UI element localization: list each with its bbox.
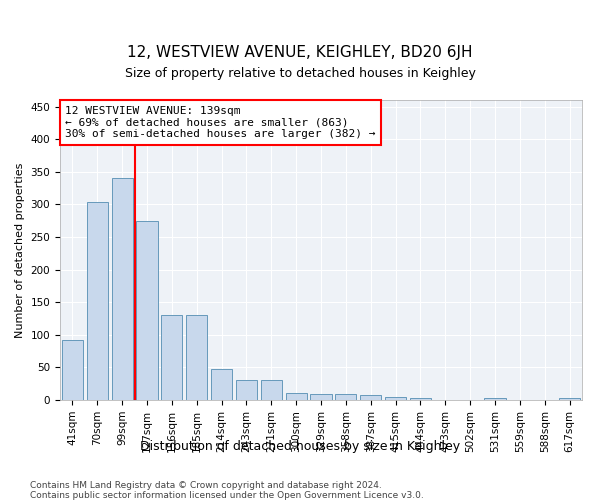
Y-axis label: Number of detached properties: Number of detached properties [15, 162, 25, 338]
Bar [62, 340, 83, 400]
Text: Distribution of detached houses by size in Keighley: Distribution of detached houses by size … [140, 440, 460, 453]
Text: 12 WESTVIEW AVENUE: 139sqm
← 69% of detached houses are smaller (863)
30% of sem: 12 WESTVIEW AVENUE: 139sqm ← 69% of deta… [65, 106, 376, 139]
Bar [484, 398, 506, 400]
Bar [136, 220, 158, 400]
Bar [161, 315, 182, 400]
Bar [559, 398, 580, 400]
Bar [310, 394, 332, 400]
Bar [286, 394, 307, 400]
Text: Contains HM Land Registry data © Crown copyright and database right 2024.
Contai: Contains HM Land Registry data © Crown c… [30, 480, 424, 500]
Text: 12, WESTVIEW AVENUE, KEIGHLEY, BD20 6JH: 12, WESTVIEW AVENUE, KEIGHLEY, BD20 6JH [127, 45, 473, 60]
Bar [360, 395, 381, 400]
Bar [186, 315, 207, 400]
Bar [261, 380, 282, 400]
Bar [335, 394, 356, 400]
Text: Size of property relative to detached houses in Keighley: Size of property relative to detached ho… [125, 67, 475, 80]
Bar [211, 370, 232, 400]
Bar [385, 396, 406, 400]
Bar [87, 202, 108, 400]
Bar [236, 380, 257, 400]
Bar [112, 178, 133, 400]
Bar [410, 398, 431, 400]
